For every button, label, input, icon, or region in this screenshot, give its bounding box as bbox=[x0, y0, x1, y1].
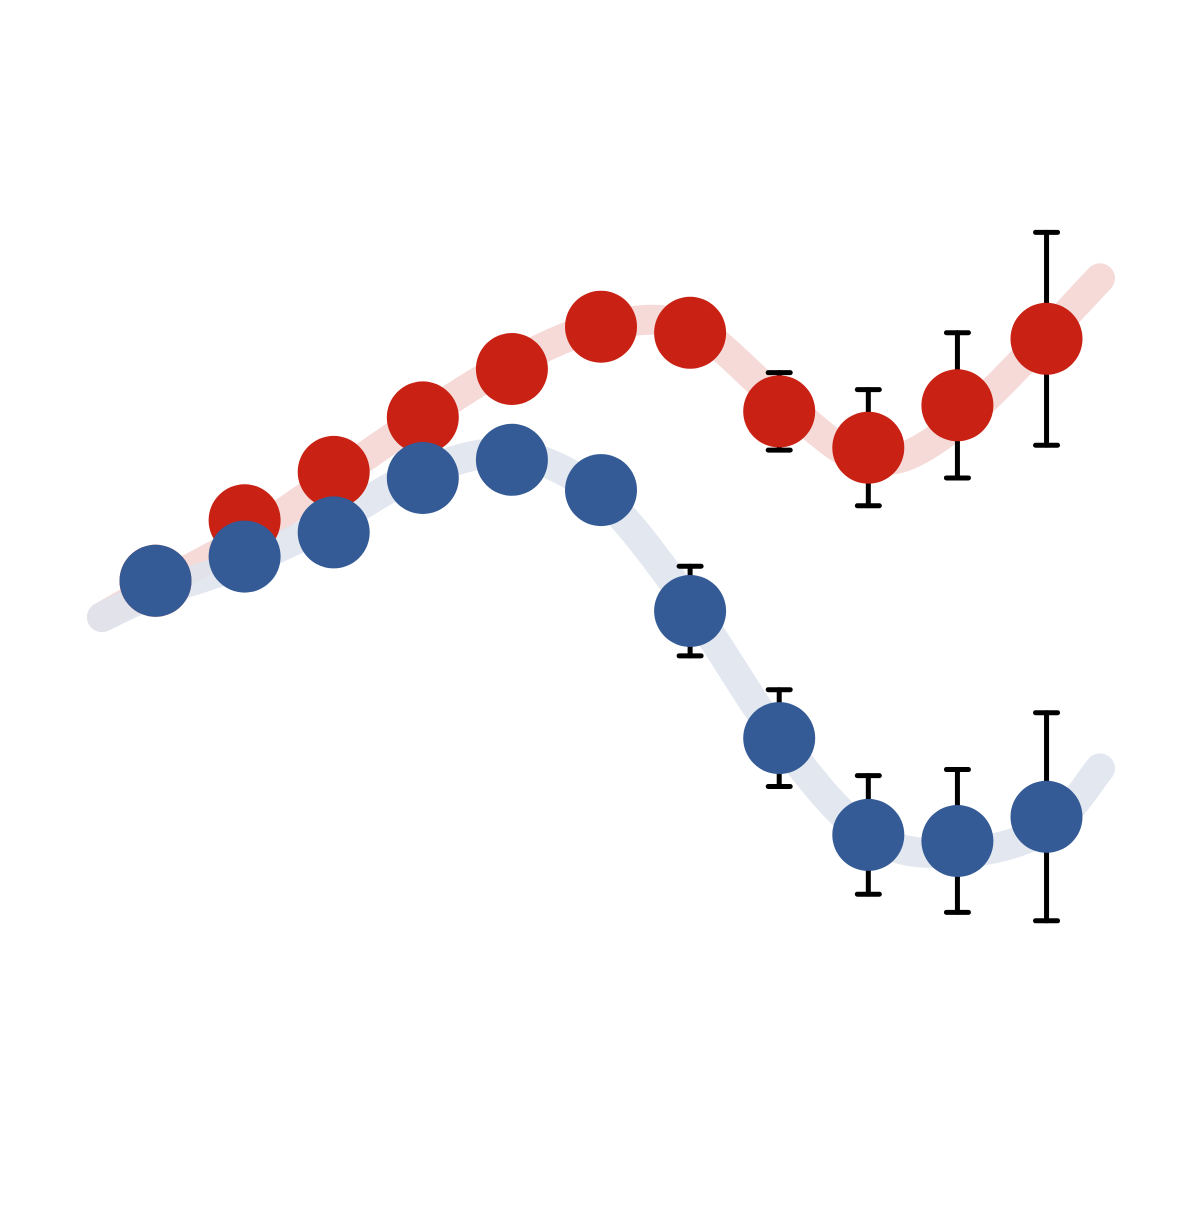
data-point-series-1-9 bbox=[832, 411, 905, 484]
data-point-series-2-1 bbox=[119, 544, 192, 617]
data-point-series-1-7 bbox=[654, 296, 727, 369]
data-point-series-2-9 bbox=[832, 798, 905, 871]
data-point-series-1-3 bbox=[297, 435, 370, 508]
data-point-series-2-5 bbox=[475, 423, 548, 496]
data-point-series-1-5 bbox=[475, 333, 548, 405]
data-point-series-2-2 bbox=[208, 520, 281, 593]
data-point-series-2-7 bbox=[654, 575, 727, 647]
data-point-series-2-8 bbox=[743, 702, 816, 775]
data-point-series-2-11 bbox=[1010, 780, 1083, 853]
data-point-series-2-10 bbox=[921, 805, 994, 877]
data-point-series-1-4 bbox=[386, 381, 459, 454]
data-point-series-1-11 bbox=[1010, 302, 1083, 375]
data-point-series-2-3 bbox=[297, 496, 370, 569]
data-point-series-2-4 bbox=[386, 442, 459, 514]
data-point-series-1-8 bbox=[743, 375, 816, 448]
data-points bbox=[119, 290, 1083, 877]
data-point-series-1-10 bbox=[921, 369, 994, 442]
data-point-series-1-6 bbox=[565, 290, 637, 363]
data-point-series-2-6 bbox=[565, 454, 637, 527]
